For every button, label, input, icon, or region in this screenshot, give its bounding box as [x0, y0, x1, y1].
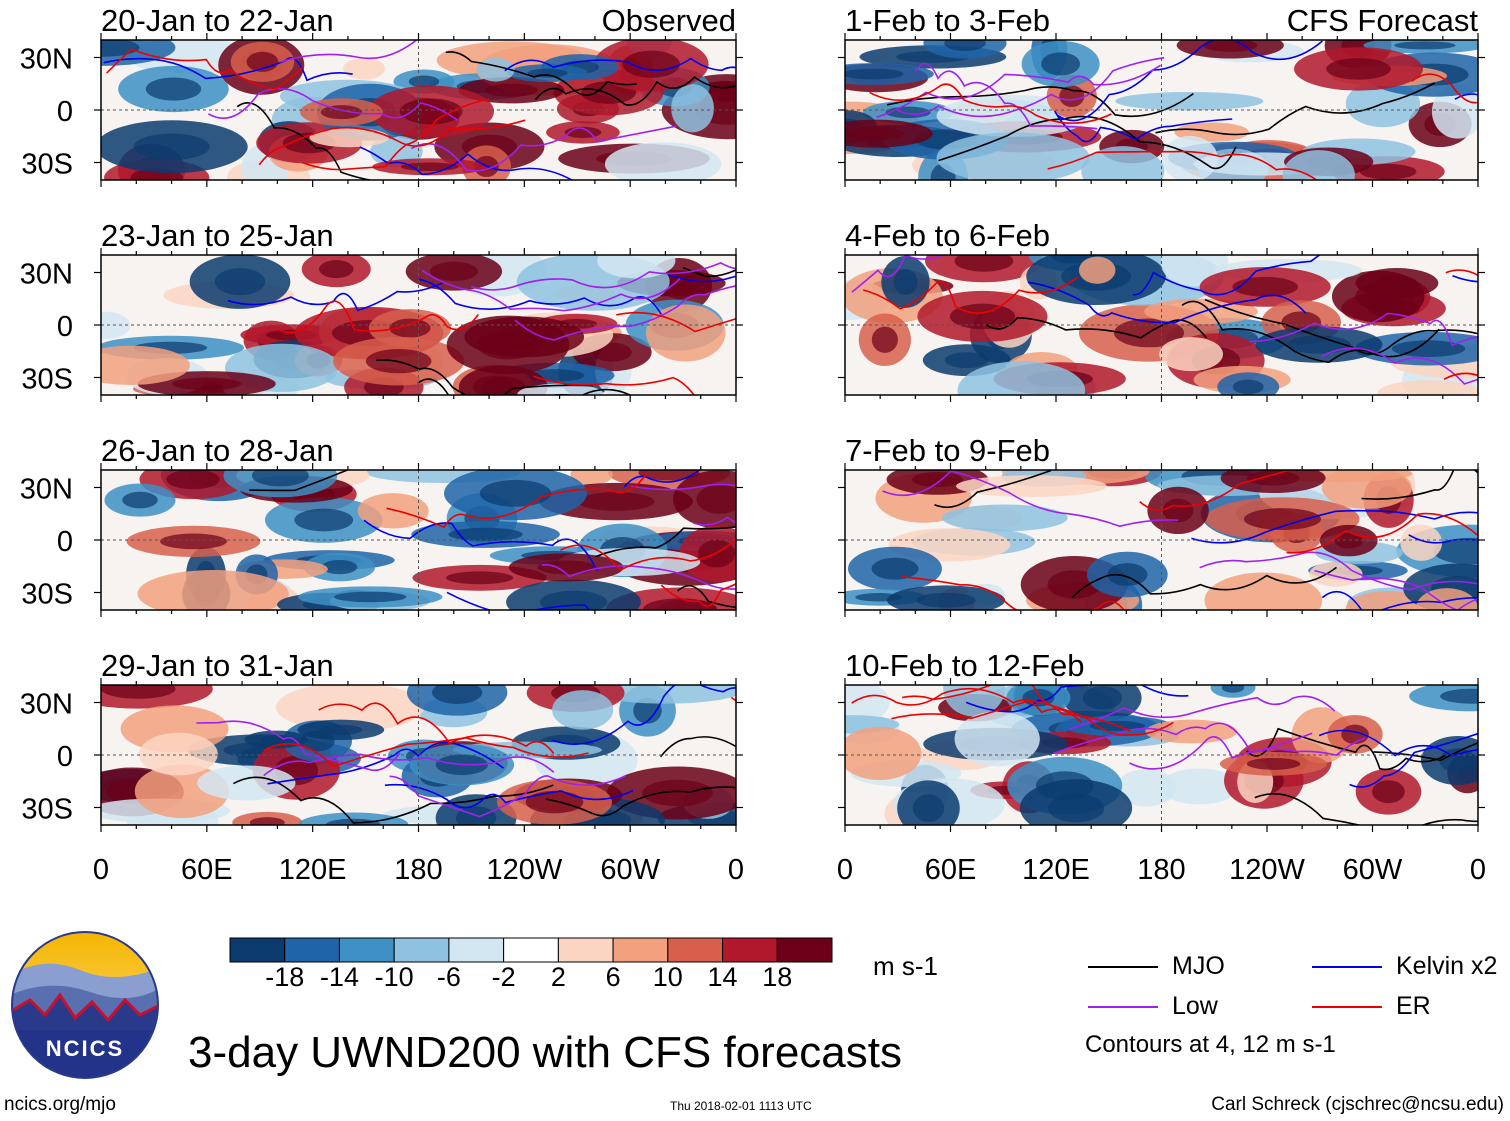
- colorbar-label: -2: [491, 962, 516, 992]
- panel-group-label: Observed: [602, 3, 736, 38]
- footer-timestamp: Thu 2018-02-01 1113 UTC: [670, 1099, 812, 1113]
- colorbar-swatch: [284, 937, 340, 963]
- x-tick-label: 0: [728, 854, 744, 886]
- y-tick-label: 0: [57, 741, 73, 773]
- panel: [94, 33, 743, 187]
- wind-field: [845, 685, 1478, 825]
- x-tick-label: 120E: [279, 854, 347, 886]
- contour-note: Contours at 4, 12 m s-1: [1085, 1031, 1336, 1058]
- wind-field: [101, 255, 736, 395]
- panel-title: 4-Feb to 6-Feb: [845, 218, 1050, 253]
- wind-field: [101, 470, 736, 610]
- legend-item-low: Low: [1088, 992, 1218, 1021]
- x-tick-label: 60E: [925, 854, 977, 886]
- y-tick-label: 0: [57, 96, 73, 128]
- panel: [838, 678, 1485, 832]
- wind-field: [101, 685, 736, 825]
- y-tick-label: 0: [57, 526, 73, 558]
- y-tick-label: 30S: [21, 579, 73, 611]
- colorbar-label: 18: [762, 962, 793, 992]
- colorbar-label: -10: [374, 962, 414, 992]
- wind-field: [845, 40, 1478, 180]
- labels-layer: 30N 0 30S 20-Jan to 22-Jan Observed 30N 0 30S 23…: [20, 3, 1486, 886]
- colorbar-swatch: [448, 937, 505, 963]
- ncics-logo: NCICS: [11, 931, 159, 1079]
- y-tick-label: 30N: [20, 689, 73, 721]
- colorbar-swatch: [503, 937, 559, 963]
- colorbar-unit: m s-1: [873, 951, 938, 981]
- wind-field: [101, 40, 736, 180]
- x-tick-label: 0: [93, 854, 109, 886]
- panel: [838, 248, 1485, 402]
- x-tick-label: 60W: [1343, 854, 1403, 886]
- x-tick-label: 60E: [181, 854, 233, 886]
- colorbar-label: 10: [652, 962, 683, 992]
- x-tick-label: 180: [394, 854, 442, 886]
- panel: [838, 463, 1485, 617]
- colorbar-swatch: [338, 937, 395, 963]
- colorbar-swatch: [557, 937, 614, 963]
- panel-title: 26-Jan to 28-Jan: [101, 433, 334, 468]
- legend-label-er: ER: [1396, 992, 1431, 1020]
- y-tick-label: 30S: [21, 364, 73, 396]
- panel-title: 1-Feb to 3-Feb: [845, 3, 1050, 38]
- colorbar-label: -6: [436, 962, 461, 992]
- legend-item-mjo: MJO: [1088, 952, 1225, 981]
- y-tick-label: 30S: [21, 794, 73, 826]
- legend-item-er: ER: [1312, 992, 1431, 1021]
- panels-layer: [94, 33, 1485, 832]
- colorbar-swatch: [722, 937, 778, 963]
- x-tick-label: 180: [1137, 854, 1185, 886]
- x-tick-label: 0: [837, 854, 853, 886]
- colorbar-swatch: [393, 937, 450, 963]
- y-tick-label: 30N: [20, 44, 73, 76]
- x-tick-label: 120W: [486, 854, 562, 886]
- wind-field: [845, 470, 1478, 610]
- panel-title: 23-Jan to 25-Jan: [101, 218, 334, 253]
- panel-title: 10-Feb to 12-Feb: [845, 648, 1085, 683]
- panel: [94, 463, 743, 617]
- y-tick-label: 0: [57, 311, 73, 343]
- colorbar-label: -18: [265, 962, 305, 992]
- panel: [94, 678, 743, 832]
- x-tick-label: 120E: [1022, 854, 1090, 886]
- legend-label-mjo: MJO: [1172, 952, 1225, 980]
- colorbar-label: -14: [319, 962, 359, 992]
- y-tick-label: 30N: [20, 259, 73, 291]
- colorbar-swatch: [776, 937, 833, 963]
- legend-item-kelvin: Kelvin x2: [1312, 952, 1497, 981]
- y-tick-label: 30S: [21, 149, 73, 181]
- x-tick-label: 60W: [600, 854, 660, 886]
- panel: [94, 248, 743, 402]
- legend-line-kelvin: [1312, 965, 1382, 968]
- colorbar-swatch: [612, 937, 669, 963]
- legend-label-kelvin: Kelvin x2: [1396, 952, 1498, 980]
- legend-line-mjo: [1088, 965, 1158, 968]
- footer-author[interactable]: Carl Schreck (cjschrec@ncsu.edu): [1211, 1094, 1504, 1115]
- logo-text: NCICS: [46, 1036, 124, 1061]
- colorbar-label: 14: [707, 962, 738, 992]
- colorbar-swatch: [229, 937, 286, 963]
- colorbar-swatch: [667, 937, 724, 963]
- colorbar-label: 6: [605, 962, 621, 992]
- x-tick-label: 0: [1470, 854, 1486, 886]
- footer-url[interactable]: ncics.org/mjo: [4, 1094, 116, 1115]
- panel-title: 20-Jan to 22-Jan: [101, 3, 334, 38]
- chart-title: 3-day UWND200 with CFS forecasts: [188, 1028, 902, 1077]
- colorbar: [229, 937, 833, 963]
- panel: [838, 33, 1485, 187]
- y-tick-label: 30N: [20, 474, 73, 506]
- panel-group-label: CFS Forecast: [1287, 3, 1479, 38]
- panel-title: 29-Jan to 31-Jan: [101, 648, 334, 683]
- x-tick-label: 120W: [1229, 854, 1305, 886]
- colorbar-label: 2: [550, 962, 566, 992]
- wind-field: [845, 255, 1478, 395]
- panel-title: 7-Feb to 9-Feb: [845, 433, 1050, 468]
- legend-line-low: [1088, 1005, 1158, 1008]
- legend-label-low: Low: [1172, 992, 1218, 1020]
- legend-line-er: [1312, 1005, 1382, 1008]
